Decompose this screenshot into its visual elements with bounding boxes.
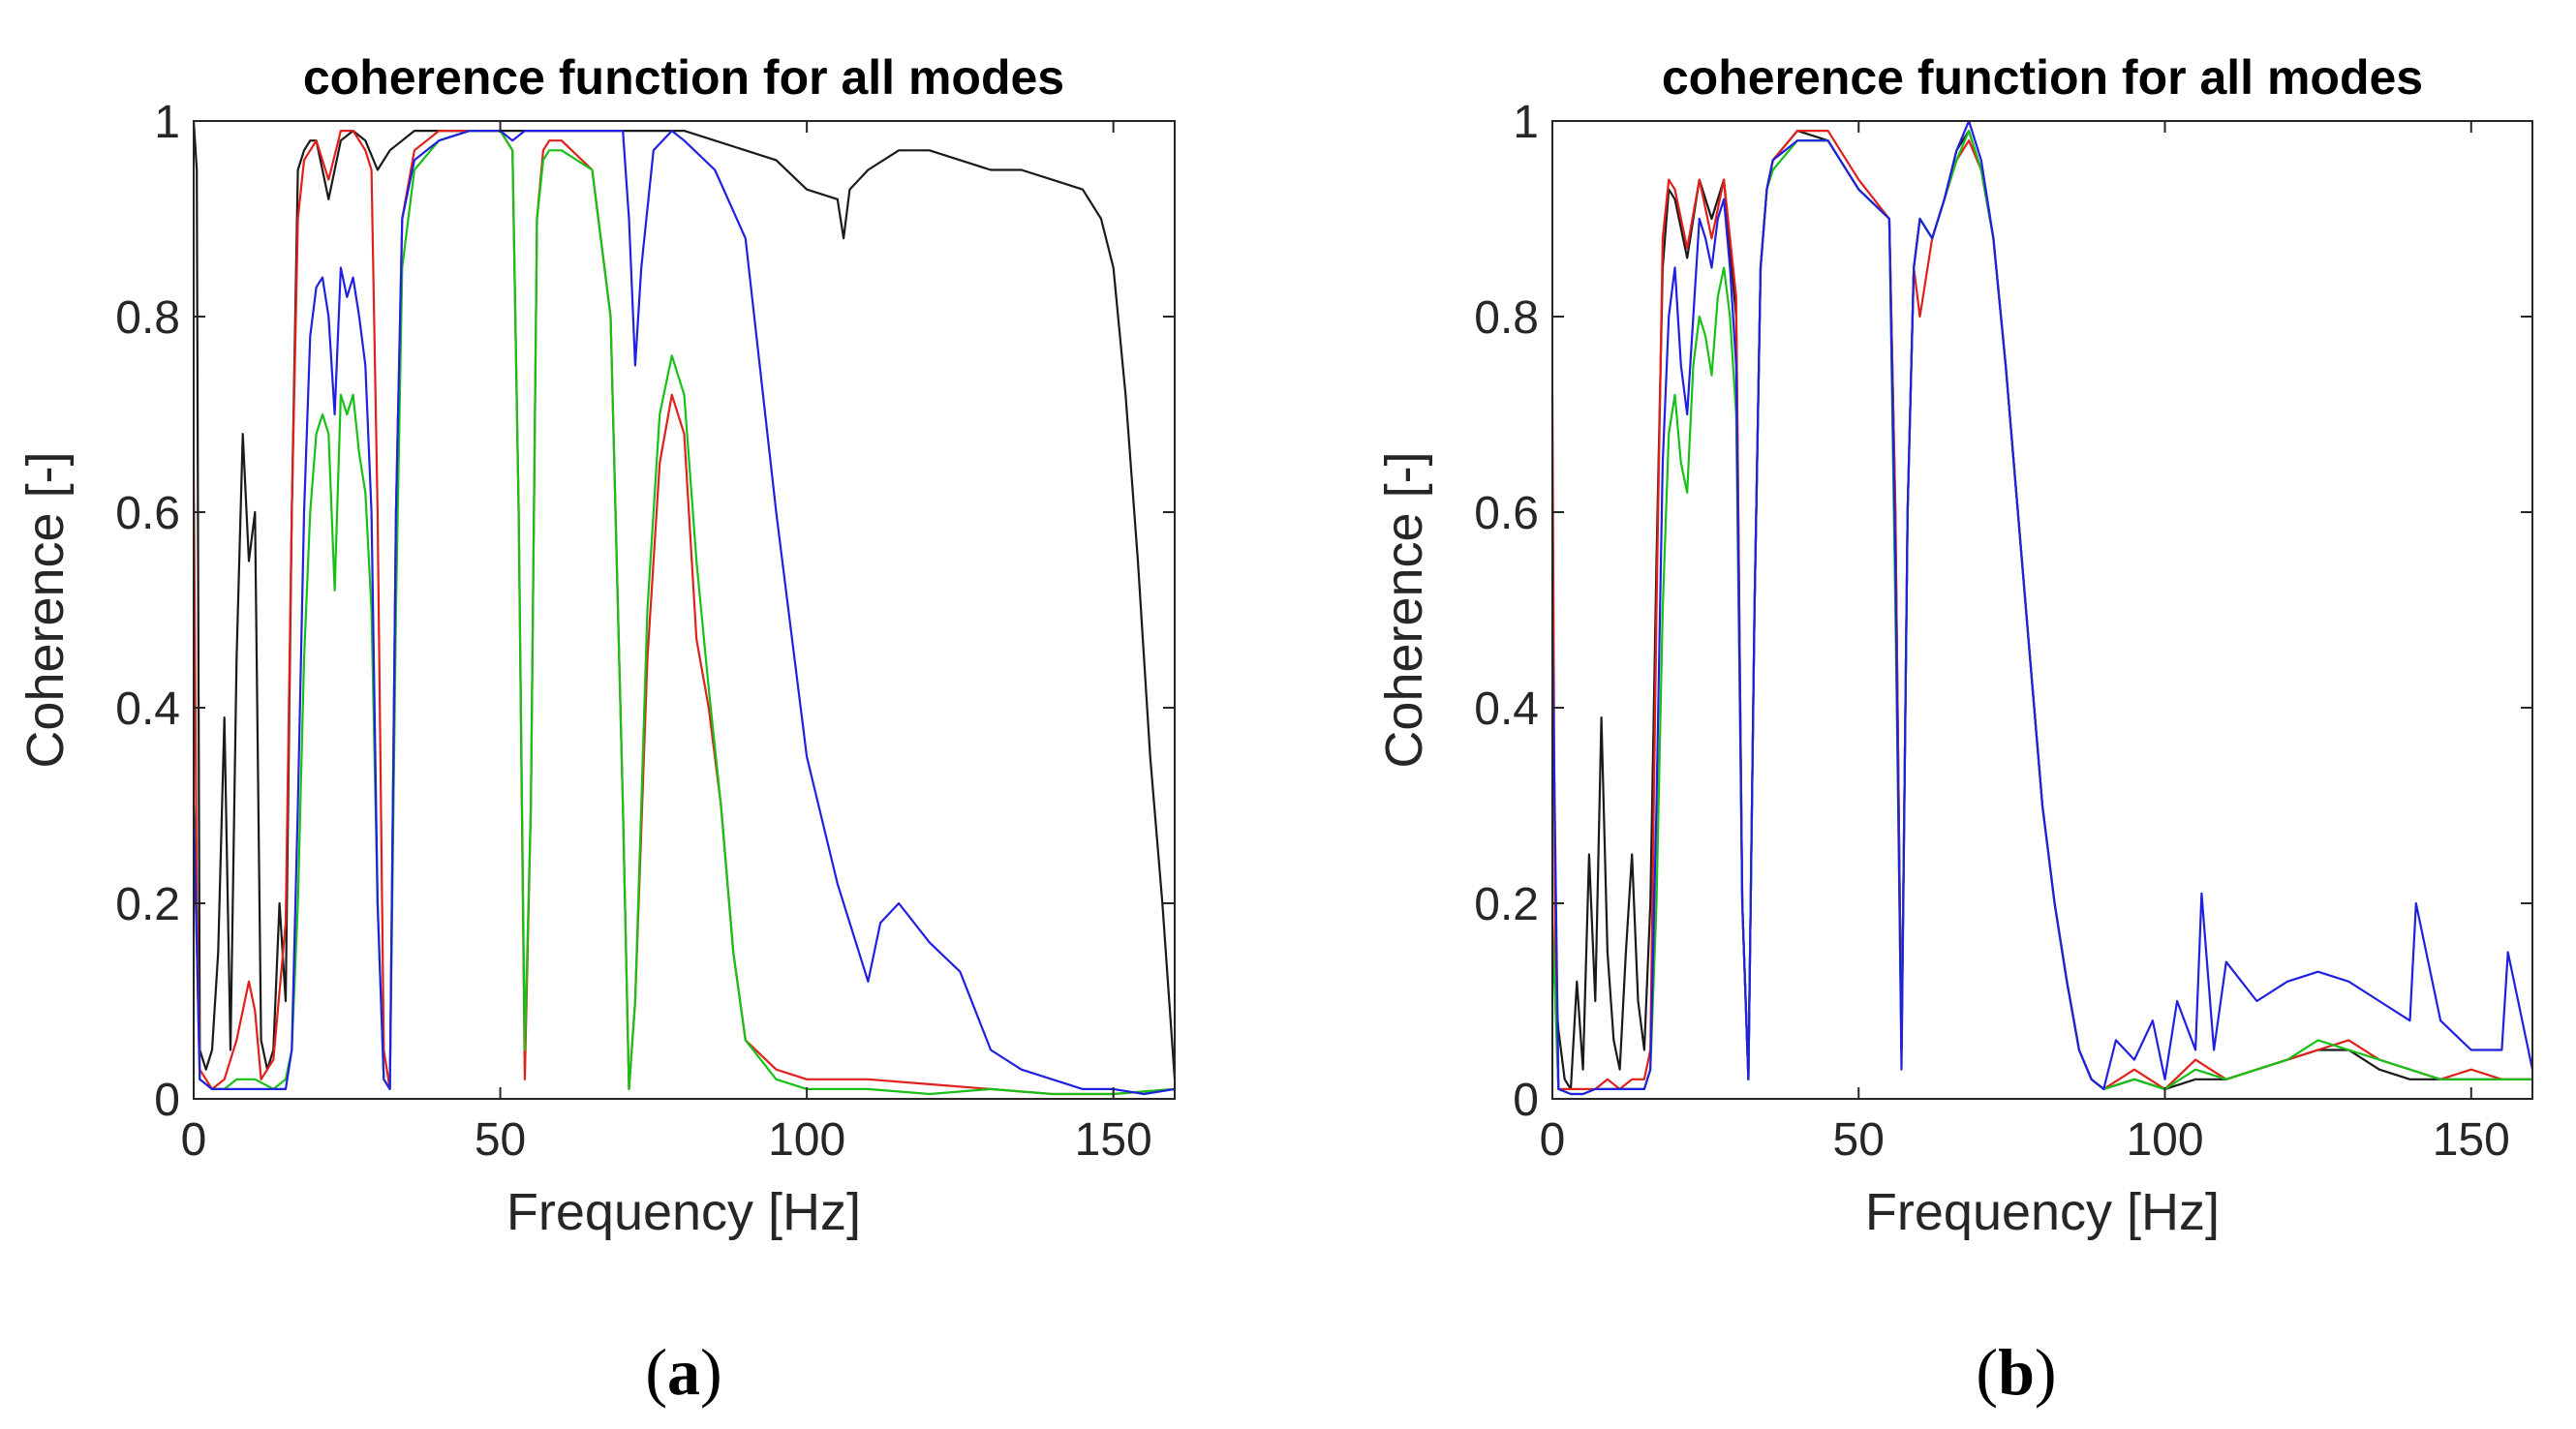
y-tick-label: 0	[1513, 1075, 1539, 1126]
series-layer	[192, 120, 1177, 1096]
axes-box	[1551, 120, 2533, 1100]
x-tick-label: 50	[475, 1114, 526, 1166]
panel-a-caption-letter: a	[667, 1335, 700, 1409]
x-tick-label: 50	[1833, 1114, 1885, 1166]
x-axis-label: Frequency [Hz]	[1865, 1183, 2220, 1241]
chart-title: coherence function for all modes	[303, 50, 1064, 105]
x-tick-label: 100	[768, 1114, 845, 1166]
x-tick-label: 0	[1540, 1114, 1566, 1166]
ticks-layer: 0 50 100 150 0 0.2 0.4 0.6 0.8 1	[115, 97, 1175, 1166]
panel-b-caption-letter: b	[1998, 1335, 2035, 1409]
panel-b-caption: (b)	[1976, 1335, 2056, 1409]
x-tick-label: 0	[181, 1114, 207, 1166]
series-line-green	[192, 130, 1176, 1096]
y-axis-label: Coherence [-]	[1375, 451, 1433, 768]
series-layer	[1550, 119, 2534, 1096]
y-axis-label: Coherence [-]	[16, 451, 75, 768]
panel-b-chart: 0 50 100 150 0 0.2 0.4 0.6 0.8 1 coherence functi…	[1375, 50, 2534, 1241]
series-line-blue	[192, 130, 1176, 1096]
y-tick-label: 0.6	[1474, 488, 1539, 539]
x-tick-label: 150	[2433, 1114, 2510, 1166]
x-axis-label: Frequency [Hz]	[506, 1183, 861, 1241]
panel-a-caption: (a)	[645, 1335, 721, 1409]
chart-title: coherence function for all modes	[1662, 50, 2423, 105]
y-tick-label: 0.4	[115, 684, 180, 735]
y-tick-label: 0.2	[115, 879, 180, 930]
y-tick-label: 0.8	[1474, 292, 1539, 344]
plot-area-background	[1552, 121, 2532, 1099]
axes-box	[193, 120, 1176, 1100]
y-tick-label: 1	[1513, 97, 1539, 148]
x-tick-label: 150	[1075, 1114, 1152, 1166]
series-line-blue	[1550, 119, 2534, 1096]
x-tick-label: 100	[2126, 1114, 2203, 1166]
ticks-layer: 0 50 100 150 0 0.2 0.4 0.6 0.8 1	[1474, 97, 2532, 1166]
plot-area-background	[194, 121, 1175, 1099]
y-tick-label: 0	[154, 1075, 180, 1126]
y-tick-label: 1	[154, 97, 180, 148]
y-tick-label: 0.8	[115, 292, 180, 344]
y-tick-label: 0.2	[1474, 879, 1539, 930]
y-tick-label: 0.6	[115, 488, 180, 539]
y-tick-label: 0.4	[1474, 684, 1539, 735]
panel-a-chart: 0 50 100 150 0 0.2 0.4 0.6 0.8 1 coherence functi…	[16, 50, 1177, 1241]
